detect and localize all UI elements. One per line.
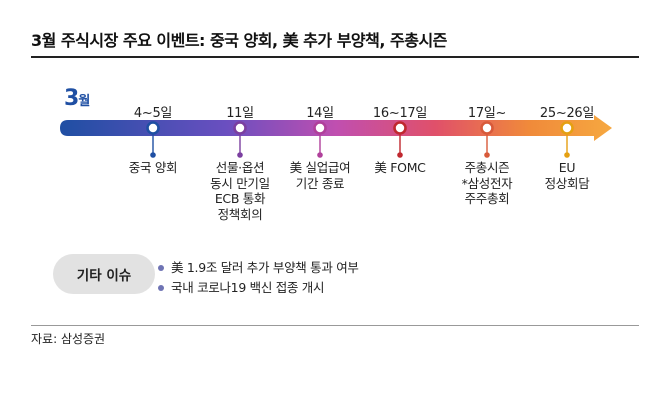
event-line: 美 FOMC xyxy=(374,160,426,175)
event-marker xyxy=(393,121,407,135)
bullet-icon xyxy=(158,285,164,291)
footer-divider xyxy=(31,325,639,326)
event-marker xyxy=(146,121,160,135)
other-issues-list: 美 1.9조 달러 추가 부양책 통과 여부 국내 코로나19 백신 접종 개시 xyxy=(158,258,359,298)
event-line: 주총시즌 xyxy=(464,160,510,175)
event-description: 美 실업급여 기간 종료 xyxy=(290,160,351,191)
issue-item: 국내 코로나19 백신 접종 개시 xyxy=(158,278,359,298)
event-line: 선물·옵션 xyxy=(215,160,265,175)
event-description: 선물·옵션 동시 만기일 ECB 통화 정책회의 xyxy=(210,160,270,222)
timeline-arrow xyxy=(60,115,612,141)
event-description: 주총시즌 *삼성전자 주주총회 xyxy=(462,160,513,207)
title-divider xyxy=(31,56,639,58)
event-dot xyxy=(317,152,323,158)
event-dot xyxy=(564,152,570,158)
event-marker xyxy=(313,121,327,135)
event-date: 25~26일 xyxy=(539,106,595,121)
event-line: 美 실업급여 xyxy=(289,160,351,175)
event-date: 17일~ xyxy=(467,106,507,121)
event-description: EU 정상회담 xyxy=(545,160,590,191)
event-dot xyxy=(484,152,490,158)
event-line: ECB 통화 xyxy=(214,191,266,206)
event-line: 동시 만기일 xyxy=(210,175,270,191)
event-line: *삼성전자 xyxy=(461,175,513,191)
event-dot xyxy=(150,152,156,158)
month-label: 3월 xyxy=(64,86,90,111)
event-marker xyxy=(233,121,247,135)
issue-item: 美 1.9조 달러 추가 부양책 통과 여부 xyxy=(158,258,359,278)
event-line: EU xyxy=(558,160,576,175)
event-marker xyxy=(480,121,494,135)
event-line: 주주총회 xyxy=(464,191,510,206)
event-date: 16~17일 xyxy=(372,106,428,121)
event-dot xyxy=(237,152,243,158)
event-description: 중국 양회 xyxy=(128,160,178,176)
event-line: 기간 종료 xyxy=(295,175,345,191)
event-dot xyxy=(397,152,403,158)
event-date: 4~5일 xyxy=(133,106,173,121)
event-date: 14일 xyxy=(306,106,334,121)
event-line: 정책회의 xyxy=(217,206,263,222)
event-line: 중국 양회 xyxy=(128,160,178,175)
event-marker xyxy=(560,121,574,135)
page-title: 3월 주식시장 주요 이벤트: 중국 양회, 美 추가 부양책, 주총시즌 xyxy=(31,31,447,50)
bullet-icon xyxy=(158,265,164,271)
event-description: 美 FOMC xyxy=(374,160,426,176)
event-line: 정상회담 xyxy=(544,175,590,191)
other-issues-badge: 기타 이슈 xyxy=(53,254,155,294)
event-date: 11일 xyxy=(226,106,254,121)
source-note: 자료: 삼성증권 xyxy=(31,332,106,346)
